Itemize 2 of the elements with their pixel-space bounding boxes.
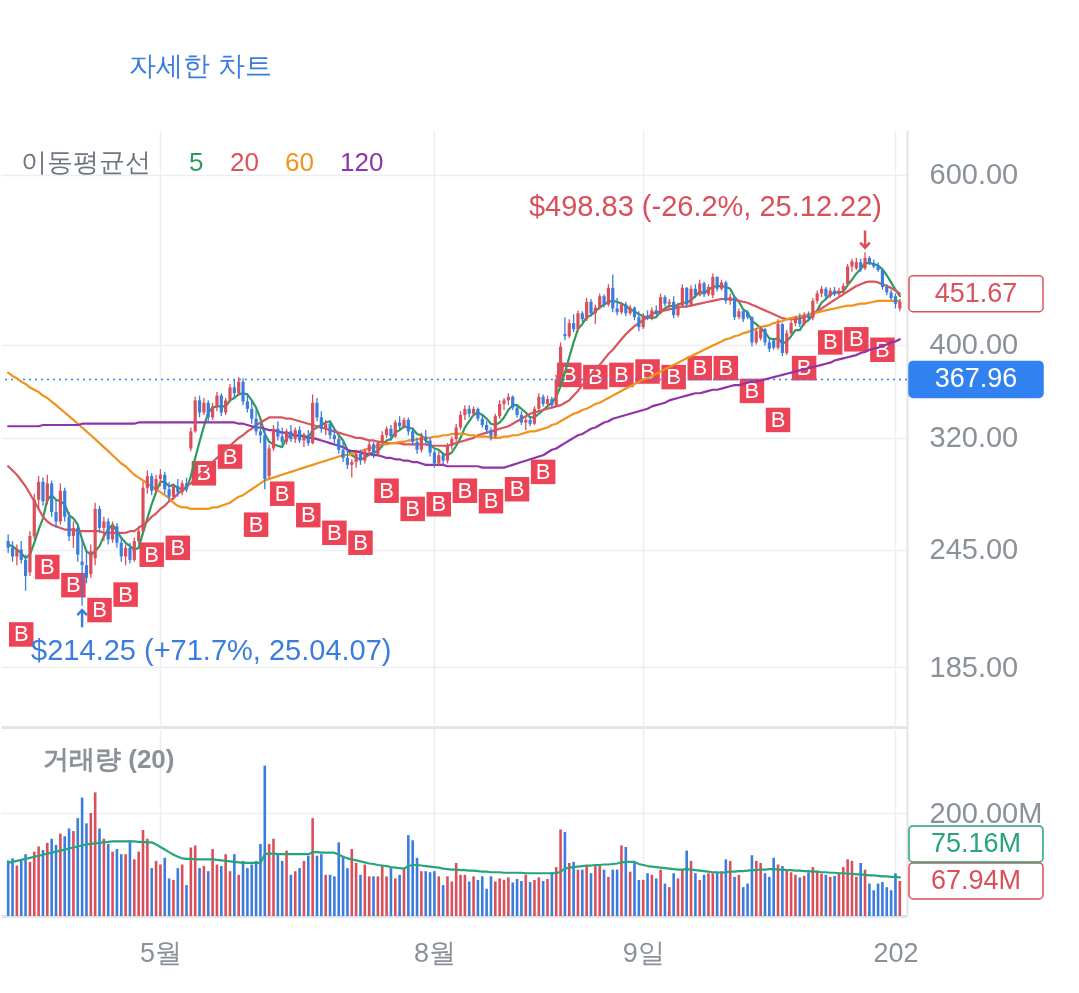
candlestick: [6, 533, 10, 554]
bar: [11, 858, 14, 916]
